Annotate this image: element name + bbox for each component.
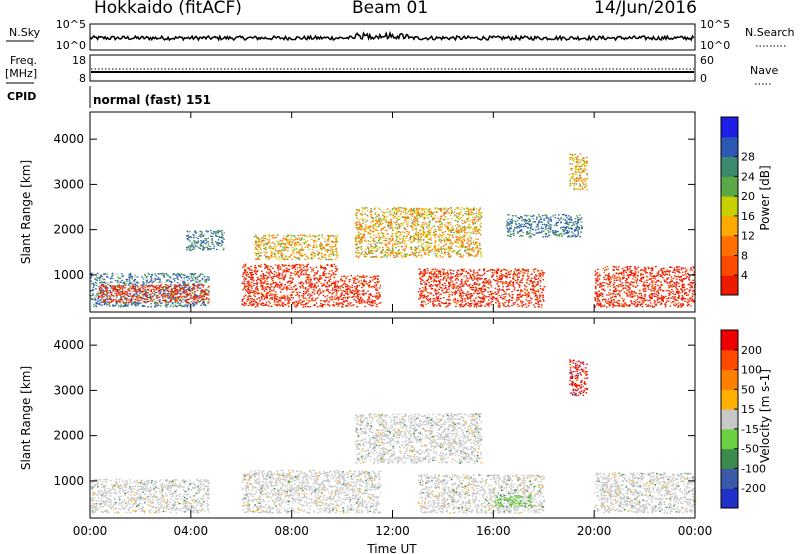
power-colorbar: 4 8 12 16 20 24 28 <box>720 116 755 296</box>
time-tick-4: 16:00 <box>476 524 511 538</box>
velocity-ytick-3: 4000 <box>53 338 84 352</box>
power-swatch-5 <box>721 176 738 197</box>
station-title: Hokkaido (fitACF) <box>94 0 242 18</box>
velocity-swatch-2 <box>721 448 738 469</box>
nave-tick-bottom: 0 <box>700 72 707 85</box>
power-swatch-6 <box>721 156 738 177</box>
time-tick-6: 00:00 <box>678 524 713 538</box>
power-cbar-tick-3: 16 <box>741 210 755 223</box>
date-title: 14/Jun/2016 <box>594 0 697 18</box>
nsearch-label: N.Search <box>745 26 795 39</box>
velocity-ytick-0: 1000 <box>53 474 84 488</box>
power-ytick-3: 4000 <box>53 132 84 146</box>
power-ylabel: Slant Range [km] <box>19 160 33 264</box>
power-colorbar-label: Power [dB] <box>758 165 772 230</box>
time-tick-5: 20:00 <box>577 524 612 538</box>
power-cbar-tick-1: 8 <box>741 249 748 262</box>
power-panel: 1000 2000 3000 4000 Slant Range [km] 4 8 12 16… <box>19 111 772 313</box>
freq-tick-bottom: 8 <box>79 72 86 85</box>
power-cbar-tick-2: 12 <box>741 230 755 243</box>
power-cbar-tick-0: 4 <box>741 269 748 282</box>
power-swatch-4 <box>721 196 738 217</box>
time-tick-3: 12:00 <box>375 524 410 538</box>
nsky-label: N.Sky <box>9 26 41 39</box>
time-tick-0: 00:00 <box>73 524 108 538</box>
velocity-swatch-0 <box>721 488 738 509</box>
cpid-label: CPID <box>7 90 36 103</box>
power-data <box>90 153 697 308</box>
velocity-data <box>90 359 697 514</box>
power-swatch-2 <box>721 235 738 256</box>
freq-panel: Freq. [MHz] 18 8 60 0 Nave <box>5 54 778 85</box>
velocity-swatch-7 <box>721 349 738 371</box>
nsky-tick-bottom: 10^0 <box>56 39 86 52</box>
nsearch-tick-bottom: 10^0 <box>700 39 730 52</box>
cpid-panel: CPID normal (fast) 151 <box>7 86 211 108</box>
velocity-cbar-tick-6: 100 <box>741 364 762 377</box>
nave-label: Nave <box>750 64 778 77</box>
velocity-cbar-tick-4: 15 <box>741 403 755 416</box>
velocity-colorbar: -200 -100 -50 -15 15 50 100 200 <box>720 329 766 509</box>
nsky-trace <box>89 30 695 42</box>
power-ytick-2: 3000 <box>53 177 84 191</box>
velocity-swatch-8 <box>721 330 738 351</box>
velocity-cbar-tick-3: -15 <box>741 423 759 436</box>
velocity-swatch-5 <box>721 389 738 410</box>
power-swatch-8 <box>721 117 738 138</box>
power-ytick-1: 2000 <box>53 223 84 237</box>
velocity-swatch-3 <box>721 428 738 450</box>
velocity-ytick-1: 2000 <box>53 429 84 443</box>
power-cbar-tick-6: 28 <box>741 151 755 164</box>
power-cbar-tick-4: 20 <box>741 190 755 203</box>
velocity-ytick-2: 3000 <box>53 383 84 397</box>
nsky-tick-top: 10^5 <box>56 18 86 31</box>
nsky-panel: N.Sky 10^5 10^0 10^5 10^0 N.Search <box>6 18 795 52</box>
velocity-cbar-tick-7: 200 <box>741 344 762 357</box>
freq-tick-top: 18 <box>72 54 86 67</box>
power-swatch-0 <box>721 275 738 296</box>
freq-label: Freq. <box>10 54 37 67</box>
velocity-cbar-tick-2: -50 <box>741 443 759 456</box>
power-swatch-3 <box>721 215 738 237</box>
velocity-ylabel: Slant Range [km] <box>19 366 33 470</box>
velocity-panel: 1000 2000 3000 4000 Slant Range [km] -200 -1… <box>19 317 772 554</box>
power-ytick-0: 1000 <box>53 268 84 282</box>
power-swatch-7 <box>721 136 738 158</box>
velocity-swatch-4 <box>721 409 738 430</box>
time-tick-1: 04:00 <box>174 524 209 538</box>
beam-title: Beam 01 <box>352 0 429 18</box>
velocity-cbar-tick-5: 50 <box>741 383 755 396</box>
velocity-colorbar-label: Velocity [m s-1] <box>758 369 772 463</box>
time-xlabel: Time UT <box>366 542 417 554</box>
power-cbar-tick-5: 24 <box>741 170 755 183</box>
velocity-cbar-tick-0: -200 <box>741 482 766 495</box>
power-swatch-1 <box>721 255 738 276</box>
cpid-value: normal (fast) 151 <box>93 93 211 107</box>
nsearch-tick-top: 10^5 <box>700 18 730 31</box>
velocity-swatch-1 <box>721 468 738 489</box>
freq-unit-label: [MHz] <box>5 67 37 80</box>
nave-tick-top: 60 <box>700 54 714 67</box>
velocity-cbar-tick-1: -100 <box>741 462 766 475</box>
time-tick-2: 08:00 <box>274 524 309 538</box>
velocity-swatch-6 <box>721 369 738 390</box>
